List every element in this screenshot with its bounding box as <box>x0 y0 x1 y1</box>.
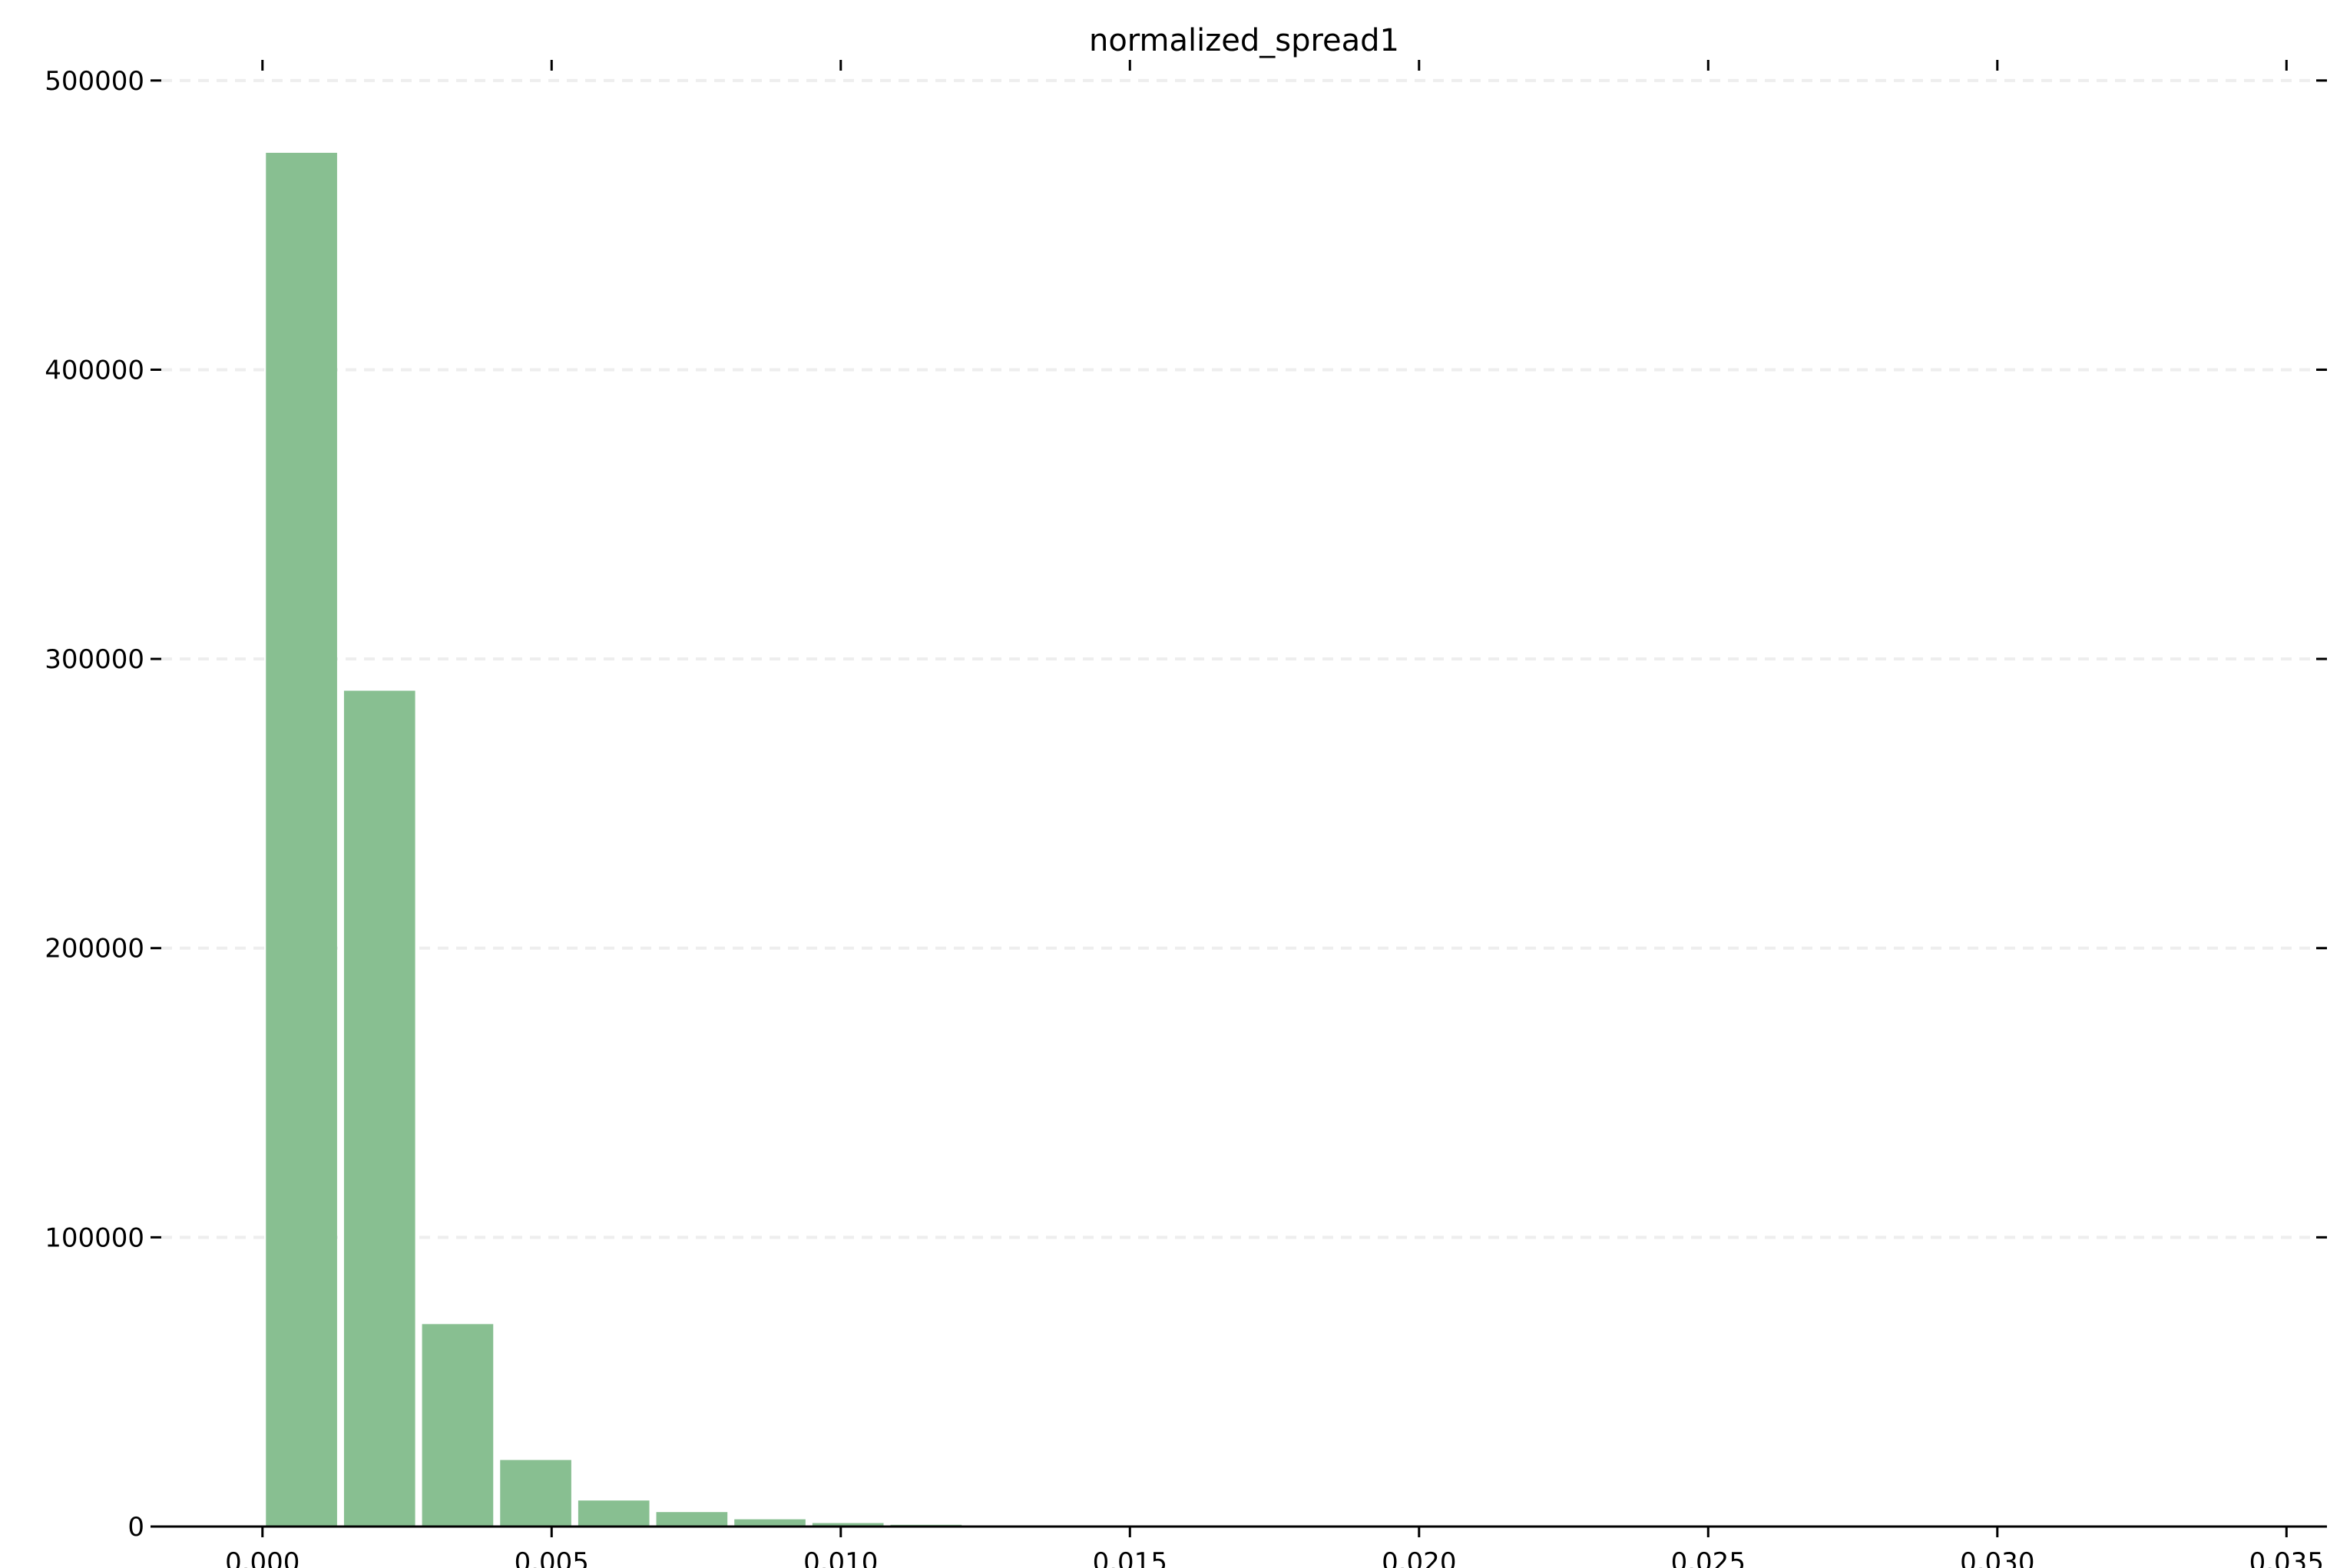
x-tick-label: 0.015 <box>1093 1547 1167 1568</box>
x-tick-label: 0.000 <box>225 1547 300 1568</box>
grid-lines <box>161 78 2327 1239</box>
y-tick-label: 500000 <box>45 66 144 97</box>
histogram-bar <box>812 1523 884 1527</box>
histogram-bar <box>266 152 337 1527</box>
x-tick-label: 0.020 <box>1382 1547 1456 1568</box>
x-tick-label: 0.035 <box>2249 1547 2324 1568</box>
y-tick-label: 300000 <box>45 644 144 675</box>
x-tick-label: 0.005 <box>515 1547 589 1568</box>
y-tick-label: 100000 <box>45 1222 144 1253</box>
y-tick-label: 400000 <box>45 355 144 385</box>
ticks: 0 100000 200000 300000 400000 500000 0.000 0.00… <box>45 60 2327 1568</box>
histogram-bar <box>656 1512 728 1527</box>
histogram-bar <box>422 1324 494 1527</box>
histogram-bar <box>578 1500 650 1527</box>
histogram-bar <box>343 690 415 1527</box>
chart-title: normalized_spread1 <box>1089 23 1399 58</box>
x-tick-label: 0.030 <box>1960 1547 2034 1568</box>
histogram-bars <box>266 152 1352 1527</box>
y-tick-label: 0 <box>127 1512 144 1543</box>
histogram-bar <box>500 1460 571 1527</box>
y-tick-label: 200000 <box>45 934 144 964</box>
histogram-bar <box>734 1519 806 1527</box>
x-tick-label: 0.025 <box>1671 1547 1746 1568</box>
x-tick-label: 0.010 <box>803 1547 878 1568</box>
